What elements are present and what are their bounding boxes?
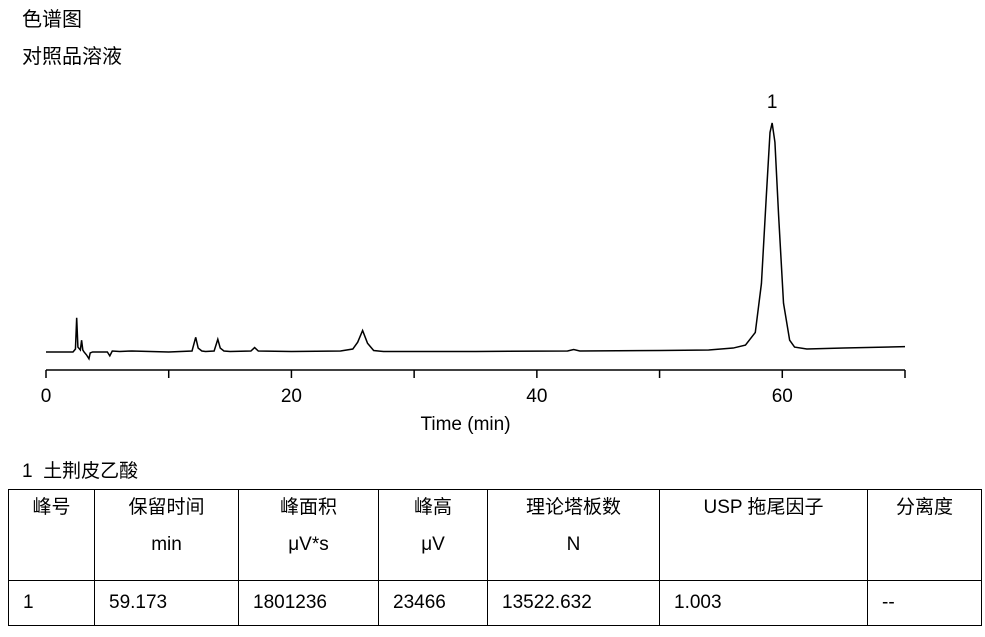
header-label: 峰号 [32,497,71,518]
peak-list: 1 土荆皮乙酸 [22,456,138,483]
x-tick-label: 20 [281,386,302,407]
page-subtitle: 对照品溶液 [22,46,122,68]
header-unit: μV*s [288,534,329,555]
x-tick-label: 0 [41,386,52,407]
data-cell: 1801236 [238,580,379,626]
header-label: 峰面积 [279,497,337,518]
header-label: USP 拖尾因子 [703,497,824,518]
results-table: 峰号 保留时间 min 峰面积 μV*s 峰高 μV 理论塔板数 N USP 拖尾因子 分离度 1 59… [8,489,982,626]
header-cell: 峰面积 μV*s [238,489,379,581]
data-cell: 59.173 [94,580,239,626]
peak-name: 土荆皮乙酸 [43,461,139,482]
trace [46,122,906,361]
header-label: 理论塔板数 [525,497,621,518]
header-cell: 峰高 μV [378,489,488,581]
header-cell: USP 拖尾因子 [659,489,868,581]
x-axis-label: Time (min) [420,414,510,435]
x-tick-label: 40 [526,386,547,407]
header-cell: 分离度 [867,489,982,581]
header-unit: μV [421,534,445,555]
data-cell: 1 [8,580,95,626]
data-cell: -- [867,580,982,626]
header-label: 分离度 [895,497,953,518]
chromatogram: 0 20 40 60 Time (min) 1 [41,92,906,435]
header-cell: 保留时间 min [94,489,239,581]
peak-id: 1 [22,461,33,482]
header-row: 峰号 保留时间 min 峰面积 μV*s 峰高 μV 理论塔板数 N USP 拖尾因子 分离度 [8,489,982,581]
header-unit: min [151,534,182,555]
header-cell: 峰号 [8,489,95,581]
header-label: 保留时间 [128,497,205,518]
header-unit: N [566,534,581,555]
data-row: 1 59.173 1801236 23466 13522.632 1.003 -- [8,580,982,626]
data-cell: 13522.632 [487,580,660,626]
header-cell: 理论塔板数 N [487,489,660,581]
x-tick-label: 60 [772,386,793,407]
data-cell: 23466 [378,580,488,626]
data-cell: 1.003 [659,580,868,626]
peak-label: 1 [767,92,778,113]
header-label: 峰高 [413,497,452,518]
page-title: 色谱图 [22,9,82,31]
